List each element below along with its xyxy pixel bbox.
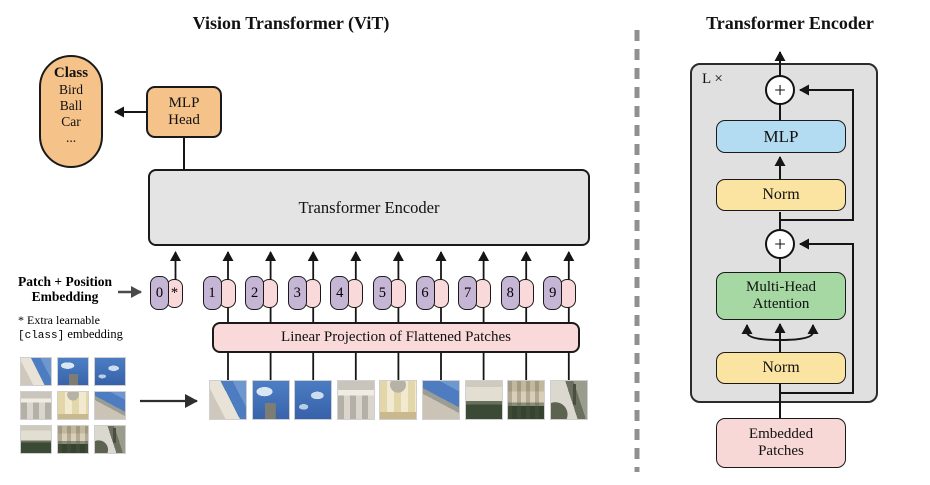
- position-embedding-pill: 5: [372, 276, 392, 310]
- image-patch-tower-and-sky: [251, 380, 290, 420]
- embedding-token-pair: 2: [245, 276, 281, 310]
- residual-add-top: +: [765, 75, 795, 105]
- position-embedding-pill: 3: [287, 276, 307, 310]
- source-image-grid-cell: [94, 391, 126, 420]
- class-output-pill: Class Bird Ball Car ...: [39, 55, 103, 168]
- embedding-token-pair: 8: [500, 276, 537, 310]
- source-image-grid-cell: [57, 425, 89, 454]
- image-patch-palace-facade: [379, 380, 418, 420]
- embedding-token-pair: 5: [372, 276, 409, 310]
- source-image-grid-cell: [57, 391, 89, 420]
- position-embedding-pill: 2: [245, 276, 265, 310]
- linear-projection-box: Linear Projection of Flattened Patches: [212, 322, 580, 353]
- class-pill-item: Ball: [59, 97, 83, 113]
- class-pill-header: Class: [53, 65, 89, 81]
- image-patch-sky: [294, 380, 333, 420]
- embedding-token-pair: 1: [202, 276, 239, 310]
- class-pill-item: ...: [65, 129, 77, 145]
- embedding-token-pair: 4: [330, 276, 366, 310]
- embedded-patches-box: Embedded Patches: [716, 418, 846, 468]
- norm-box-top: Norm: [716, 179, 846, 211]
- source-image-grid-cell: [94, 425, 126, 454]
- source-image-grid-cell: [20, 425, 52, 454]
- class-pill-item: Car: [61, 113, 81, 129]
- residual-add-bottom: +: [765, 229, 795, 259]
- embedding-token-pair: 7: [458, 276, 494, 310]
- class-token-code: [class]: [18, 330, 65, 342]
- embedding-word: embedding: [64, 327, 123, 341]
- patch-position-embedding-label: Patch + Position Embedding: [18, 274, 112, 305]
- right-panel-title: Transformer Encoder: [706, 13, 874, 33]
- image-patch-facade-and-hedge: [507, 380, 546, 420]
- source-image-grid-cell: [20, 357, 52, 386]
- embedding-token-pair: 6: [415, 276, 452, 310]
- position-embedding-pill: 0: [150, 276, 169, 310]
- embedding-token-pair: * 0: [150, 276, 186, 310]
- embedding-token-pair: 9: [543, 276, 579, 310]
- position-embedding-pill: 4: [330, 276, 350, 310]
- image-patch-path-and-trees: [549, 380, 588, 420]
- mlp-box: MLP: [716, 120, 846, 153]
- position-embedding-pill: 6: [415, 276, 435, 310]
- source-image-grid-cell: [57, 357, 89, 386]
- image-patch-stone-facade: [336, 380, 375, 420]
- extra-learnable-note-line1: * Extra learnable: [18, 313, 100, 327]
- source-image-grid-cell: [94, 357, 126, 386]
- transformer-encoder-box: Transformer Encoder: [148, 169, 590, 246]
- position-embedding-pill: 9: [543, 276, 563, 310]
- image-patch-facade-and-sky-2: [422, 380, 460, 420]
- left-panel-title: Vision Transformer (ViT): [192, 13, 390, 33]
- mlp-head-box: MLP Head: [146, 86, 222, 138]
- class-pill-item: Bird: [58, 82, 83, 97]
- source-image-grid-cell: [20, 391, 52, 420]
- position-embedding-pill: 8: [500, 276, 520, 310]
- image-patch-facade-and-sky: [209, 380, 247, 420]
- position-embedding-pill: 7: [458, 276, 478, 310]
- layers-count-label: L ×: [702, 71, 723, 87]
- multi-head-attention-box: Multi-Head Attention: [716, 272, 846, 320]
- norm-box-bottom: Norm: [716, 352, 846, 384]
- embedding-token-pair: 3: [287, 276, 324, 310]
- position-embedding-pill: 1: [202, 276, 222, 310]
- image-patch-building-and-hedge: [464, 380, 503, 420]
- extra-learnable-note-line2: [class] embedding: [18, 327, 123, 342]
